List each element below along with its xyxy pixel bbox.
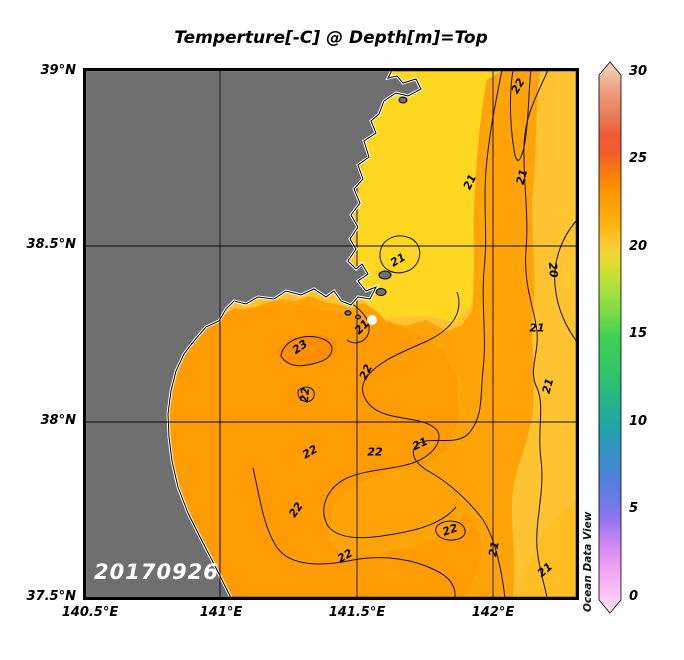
x-tick-142E: 142°E [471, 605, 515, 620]
date-stamp: 20170926 [94, 560, 219, 584]
x-tick-141E: 141°E [199, 605, 243, 620]
y-tick-38N: 38°N [40, 413, 76, 428]
cb-tick-5: 5 [629, 501, 639, 516]
sst-map-svg [83, 68, 578, 600]
islands [344, 96, 408, 320]
x-tick-140.5E: 140.5°E [61, 605, 119, 620]
grid-lines-over-land [85, 70, 357, 598]
ocean-data-view-watermark: Ocean Data View [582, 511, 594, 612]
y-tick-37.5N: 37.5°N [26, 589, 76, 604]
x-tick-141.5E: 141.5°E [328, 605, 386, 620]
cb-tick-10: 10 [629, 414, 648, 429]
land-mass [83, 68, 423, 600]
sea-bottom-right [513, 500, 577, 598]
missing-data-patch [367, 315, 377, 325]
colorbar-bar [598, 61, 622, 614]
cb-tick-0: 0 [629, 589, 639, 604]
y-tick-38.5N: 38.5°N [26, 237, 76, 252]
cb-tick-30: 30 [629, 64, 648, 79]
cb-tick-15: 15 [629, 326, 648, 341]
sea-bay-orange [169, 303, 484, 598]
cb-tick-20: 20 [629, 239, 648, 254]
plot-title: Temperture[-C] @ Depth[m]=Top [174, 28, 488, 48]
map-frame [84, 69, 578, 599]
sea-right-edge-yellow [555, 70, 577, 330]
y-tick-39N: 39°N [40, 63, 76, 78]
colorbar [598, 61, 622, 614]
contour-lines [252, 69, 578, 599]
cb-tick-25: 25 [629, 151, 648, 166]
sea-coastal-yellow [345, 70, 505, 322]
map-plot-area: 22 21 21 20 21 21 21 23 22 21 22 21 22 22 22 22 21 22 21 2… [83, 68, 579, 600]
sea-bay-core-23 [277, 334, 337, 366]
